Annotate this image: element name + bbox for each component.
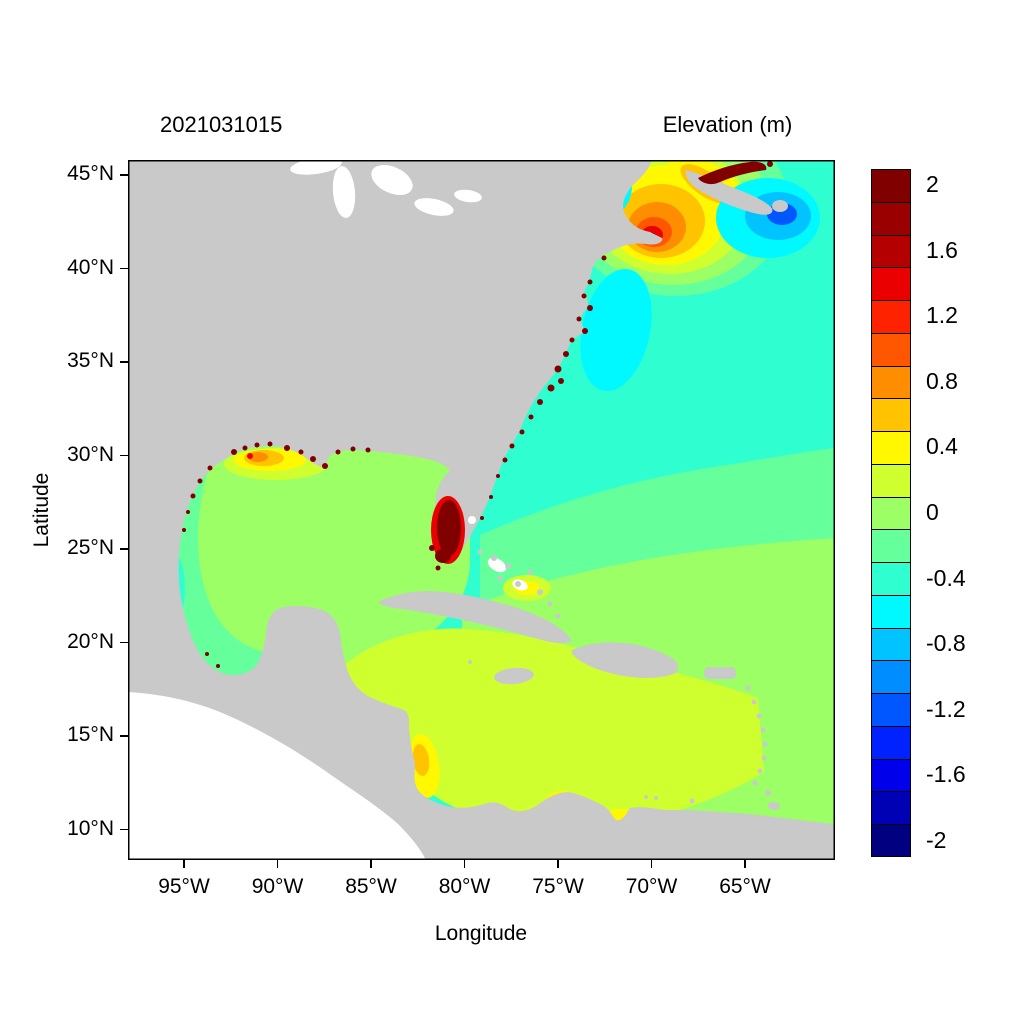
- land-jamaica: [494, 667, 534, 685]
- datetime-label: 2021031015: [160, 112, 283, 137]
- coastal-extremes: [182, 161, 773, 668]
- x-tick-mark: [744, 860, 746, 868]
- y-tick-label: 45°N: [67, 162, 114, 185]
- gulf-coast-speckles: [182, 441, 371, 668]
- colorbar-block: [871, 791, 911, 825]
- land-cuba: [378, 591, 572, 644]
- x-tick-label: 95°W: [158, 875, 210, 898]
- colorbar-block: [871, 594, 911, 628]
- x-tick-label: 90°W: [251, 875, 304, 898]
- colorbar-block: [871, 496, 911, 530]
- x-tick-mark: [463, 860, 466, 868]
- colorbar-tick-label: 2: [926, 171, 939, 198]
- bay-of-fundy-maxima: [698, 161, 767, 185]
- colorbar-block: [871, 824, 911, 857]
- colorbar-tick-label: -2: [926, 826, 947, 853]
- colorbar-tick-label: 0.8: [926, 367, 958, 394]
- colorbar-block: [871, 627, 911, 661]
- colorbar-tick-label: -1.2: [926, 695, 966, 722]
- y-tick-label: 20°N: [67, 629, 114, 653]
- lake-okeechobee: [468, 516, 476, 524]
- y-tick-mark: [120, 548, 128, 550]
- y-tick-label: 15°N: [67, 723, 114, 746]
- x-tick-mark: [650, 860, 653, 868]
- y-tick-label: 40°N: [67, 255, 114, 279]
- east-coast-speckles: [480, 255, 607, 520]
- map-plot-area: [128, 112, 835, 860]
- caribbean-yellowgreen: [345, 628, 764, 828]
- land-north-and-south-america: [128, 160, 835, 860]
- land-hispaniola: [571, 642, 679, 678]
- elevation-map: [128, 112, 835, 860]
- x-tick-label: 65°W: [719, 875, 771, 898]
- colorbar-block: [871, 758, 911, 792]
- y-tick-mark: [120, 454, 128, 457]
- y-tick-label: 25°N: [67, 536, 114, 559]
- y-tick-label: 10°N: [67, 816, 114, 840]
- colorbar-block: [871, 725, 911, 759]
- colorbar-block: [871, 332, 911, 366]
- colorbar-tick-label: 1.6: [926, 236, 958, 263]
- colorbar-block: [871, 463, 911, 497]
- great-lakes: [290, 157, 482, 218]
- x-tick-label: 85°W: [345, 875, 397, 898]
- y-tick-mark: [120, 361, 128, 363]
- x-axis-label: Longitude: [434, 922, 528, 945]
- y-axis-label: Latitude: [30, 472, 53, 548]
- x-tick-mark: [276, 860, 279, 868]
- colorbar-tick-label: -0.4: [926, 564, 966, 591]
- y-tick-mark: [120, 267, 128, 270]
- colorbar-tick-label: -0.8: [926, 630, 966, 657]
- antilles-islands: [468, 660, 780, 810]
- colorbar-block: [871, 693, 911, 726]
- y-tick-label: 30°N: [67, 442, 114, 466]
- y-tick-mark: [120, 174, 128, 176]
- x-tick-mark: [183, 860, 185, 868]
- land-cape-breton: [772, 200, 788, 212]
- land-puerto-rico: [704, 667, 736, 679]
- y-tick-mark: [120, 828, 128, 831]
- colorbar-block: [871, 201, 911, 235]
- colorbar-block: [871, 660, 911, 694]
- colorbar-tick-label: -1.6: [926, 761, 966, 788]
- pacific-outside-domain-white: [128, 692, 426, 860]
- y-tick-mark: [120, 735, 128, 737]
- southwest-florida-maxima: [429, 496, 465, 571]
- colorbar-block: [871, 398, 911, 432]
- x-tick-label: 80°W: [438, 875, 491, 898]
- land: [128, 157, 835, 860]
- colorbar-block: [871, 562, 911, 595]
- colorbar-block: [871, 234, 911, 268]
- colorbar-block: [871, 300, 911, 333]
- x-tick-label: 70°W: [625, 875, 678, 898]
- colorbar-tick-label: 1.2: [926, 302, 958, 329]
- colorbar-tick-label: 0.4: [926, 433, 958, 460]
- louisiana-warm-patch: [224, 448, 328, 480]
- colorbar-block: [871, 431, 911, 464]
- y-tick-mark: [120, 641, 128, 644]
- gulf-of-mexico-green: [149, 442, 470, 678]
- colorbar-block: [871, 267, 911, 301]
- plot-frame: [128, 160, 835, 860]
- y-tick-label: 35°N: [67, 349, 114, 372]
- colorbar-frame: [871, 169, 911, 857]
- x-tick-mark: [370, 860, 372, 868]
- colorbar-block: [871, 365, 911, 399]
- colorbar-tick-label: 0: [926, 499, 939, 525]
- colorbar-block: [871, 529, 911, 563]
- bahamas-islands: [468, 516, 561, 619]
- x-tick-label: 75°W: [532, 875, 584, 898]
- x-tick-mark: [557, 860, 559, 868]
- colorbar-block: [871, 169, 911, 202]
- colorbar-title: Elevation (m): [662, 112, 793, 137]
